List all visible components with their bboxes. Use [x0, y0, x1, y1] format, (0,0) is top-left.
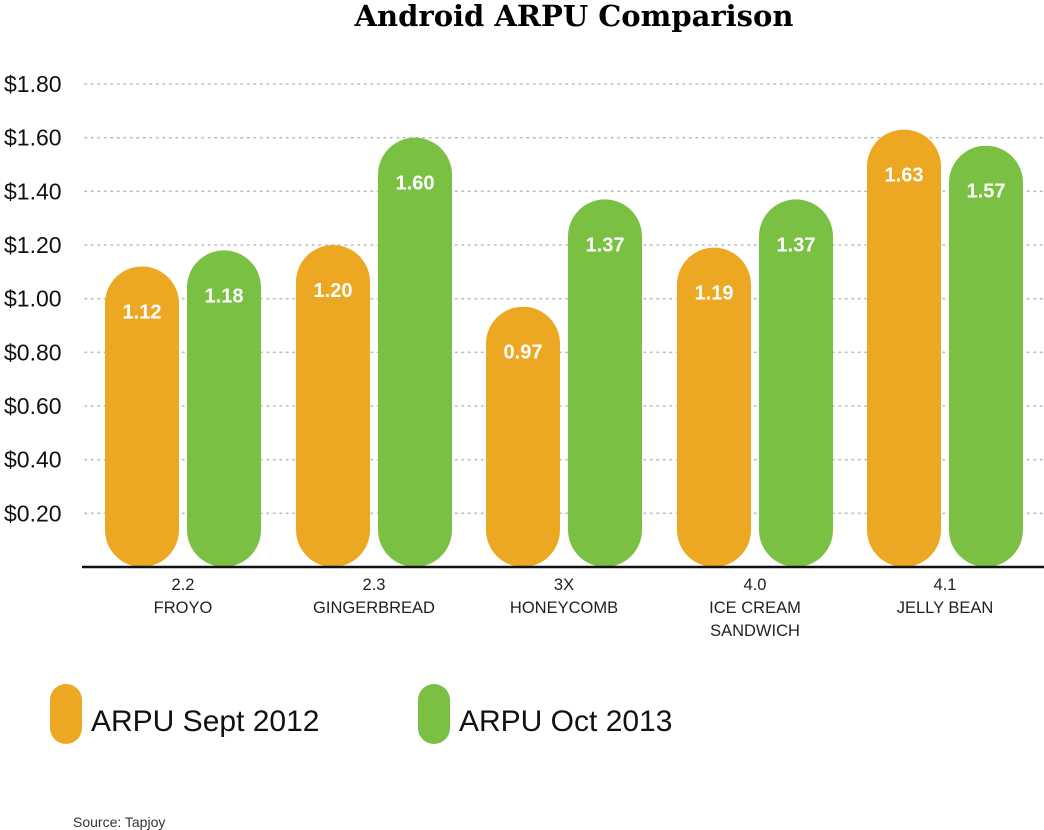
- bar: [378, 137, 452, 567]
- bar-value-label: 1.37: [777, 234, 816, 256]
- y-tick-label: $0.80: [4, 339, 62, 365]
- bar: [759, 199, 833, 567]
- bars: 1.12 1.18 1.20 1.60 0.97 1.37 1.19 1.37 1.63 1.57: [105, 129, 1023, 567]
- bar-value-label: 0.97: [504, 342, 543, 364]
- y-tick-label: $1.80: [4, 71, 62, 97]
- y-tick-label: $0.40: [4, 447, 62, 473]
- legend-swatch: [50, 684, 82, 744]
- y-tick-label: $1.40: [4, 178, 62, 204]
- bar: [949, 145, 1023, 567]
- bar: [677, 247, 751, 567]
- y-axis-ticks: $0.20 $0.40 $0.60 $0.80 $1.00 $1.20 $1.40 $1.60…: [4, 71, 62, 526]
- bar-value-label: 1.57: [967, 181, 1006, 203]
- x-category-label: ICE CREAM: [709, 599, 801, 617]
- bar: [296, 245, 370, 567]
- bar-value-label: 1.12: [123, 301, 162, 323]
- y-tick-label: $1.20: [4, 232, 62, 258]
- bar-value-label: 1.20: [314, 280, 353, 302]
- x-category-label: 4.1: [934, 576, 957, 594]
- x-category-label: FROYO: [154, 599, 213, 617]
- bar-value-label: 1.60: [396, 173, 435, 195]
- bar: [867, 129, 941, 567]
- legend-swatch: [418, 684, 450, 744]
- x-category-label: HONEYCOMB: [510, 599, 618, 617]
- x-category-label: JELLY BEAN: [897, 599, 994, 617]
- x-category-label: 4.0: [744, 576, 767, 594]
- y-tick-label: $1.00: [4, 286, 62, 312]
- bar-value-label: 1.18: [205, 285, 244, 307]
- legend: ARPU Sept 2012 ARPU Oct 2013: [50, 684, 672, 744]
- x-category-label: 2.2: [172, 576, 195, 594]
- y-tick-label: $0.60: [4, 393, 62, 419]
- bar-value-label: 1.19: [695, 283, 734, 305]
- x-category-label: 2.3: [363, 576, 386, 594]
- source-note: Source: Tapjoy: [73, 814, 165, 830]
- x-axis-categories: 2.2 FROYO 2.3 GINGERBREAD 3X HONEYCOMB 4.0 ICE …: [154, 576, 994, 640]
- x-category-label: 3X: [554, 576, 574, 594]
- legend-label: ARPU Sept 2012: [91, 705, 319, 738]
- x-category-label: GINGERBREAD: [313, 599, 435, 617]
- bar-value-label: 1.37: [586, 234, 625, 256]
- y-tick-label: $0.20: [4, 500, 62, 526]
- chart-title: Android ARPU Comparison: [354, 0, 794, 33]
- x-category-label: SANDWICH: [710, 622, 800, 640]
- bar: [486, 306, 560, 567]
- bar: [187, 250, 261, 567]
- y-tick-label: $1.60: [4, 125, 62, 151]
- bar: [105, 266, 179, 567]
- bar: [568, 199, 642, 567]
- legend-label: ARPU Oct 2013: [459, 705, 672, 738]
- bar-value-label: 1.63: [885, 165, 924, 187]
